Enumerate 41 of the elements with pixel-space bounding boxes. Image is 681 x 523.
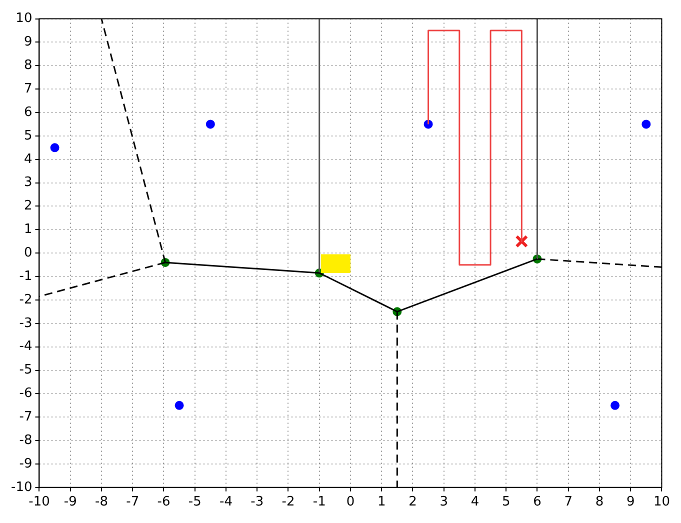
y-tick-label: -2	[19, 292, 32, 308]
x-tick-label: -4	[219, 494, 232, 510]
x-tick-label: 6	[533, 494, 542, 510]
x-tick-label: 2	[408, 494, 417, 510]
x-tick-label: -5	[188, 494, 202, 510]
x-tick-label: -2	[282, 494, 295, 510]
y-tick-label: -7	[19, 409, 32, 424]
y-tick-label: 1	[24, 222, 32, 238]
x-tick-label: 4	[470, 494, 480, 510]
x-tick-label: -6	[157, 494, 170, 510]
y-tick-label: -9	[19, 456, 32, 472]
x-tick-label: -8	[95, 494, 108, 510]
x-tick-label: 3	[440, 494, 448, 510]
y-tick-label: -8	[19, 432, 32, 448]
y-tick-label: 4	[24, 152, 32, 167]
y-tick-label: 8	[24, 58, 32, 74]
x-tick-label: -3	[250, 494, 264, 510]
x-tick-label: 1	[377, 494, 386, 510]
y-tick-label: -4	[19, 339, 32, 354]
y-tick-label: 0	[24, 245, 32, 260]
y-tick-label: 10	[16, 11, 32, 26]
y-tick-label: -6	[19, 386, 32, 402]
y-tick-label: 6	[24, 104, 32, 120]
x-tick-label: -1	[312, 494, 326, 510]
y-tick-label: 2	[24, 198, 32, 214]
x-tick-label: 5	[502, 494, 510, 510]
x-tick-label: -7	[126, 494, 140, 510]
y-tick-label: 9	[24, 34, 32, 50]
y-tick-label: -10	[11, 480, 32, 495]
y-tick-label: -5	[19, 362, 32, 378]
y-tick-label: 5	[24, 128, 32, 144]
x-tick-label: 8	[595, 494, 604, 510]
y-tick-label: 7	[24, 81, 32, 96]
y-tick-label: -3	[19, 316, 32, 331]
x-tick-label: -9	[64, 494, 77, 510]
y-tick-label: -1	[19, 268, 32, 284]
x-tick-label: 0	[346, 494, 355, 510]
x-tick-label: 10	[653, 494, 670, 510]
x-tick-label: 7	[564, 494, 572, 510]
y-tick-label: 3	[24, 175, 32, 190]
x-tick-label: 9	[626, 494, 635, 510]
